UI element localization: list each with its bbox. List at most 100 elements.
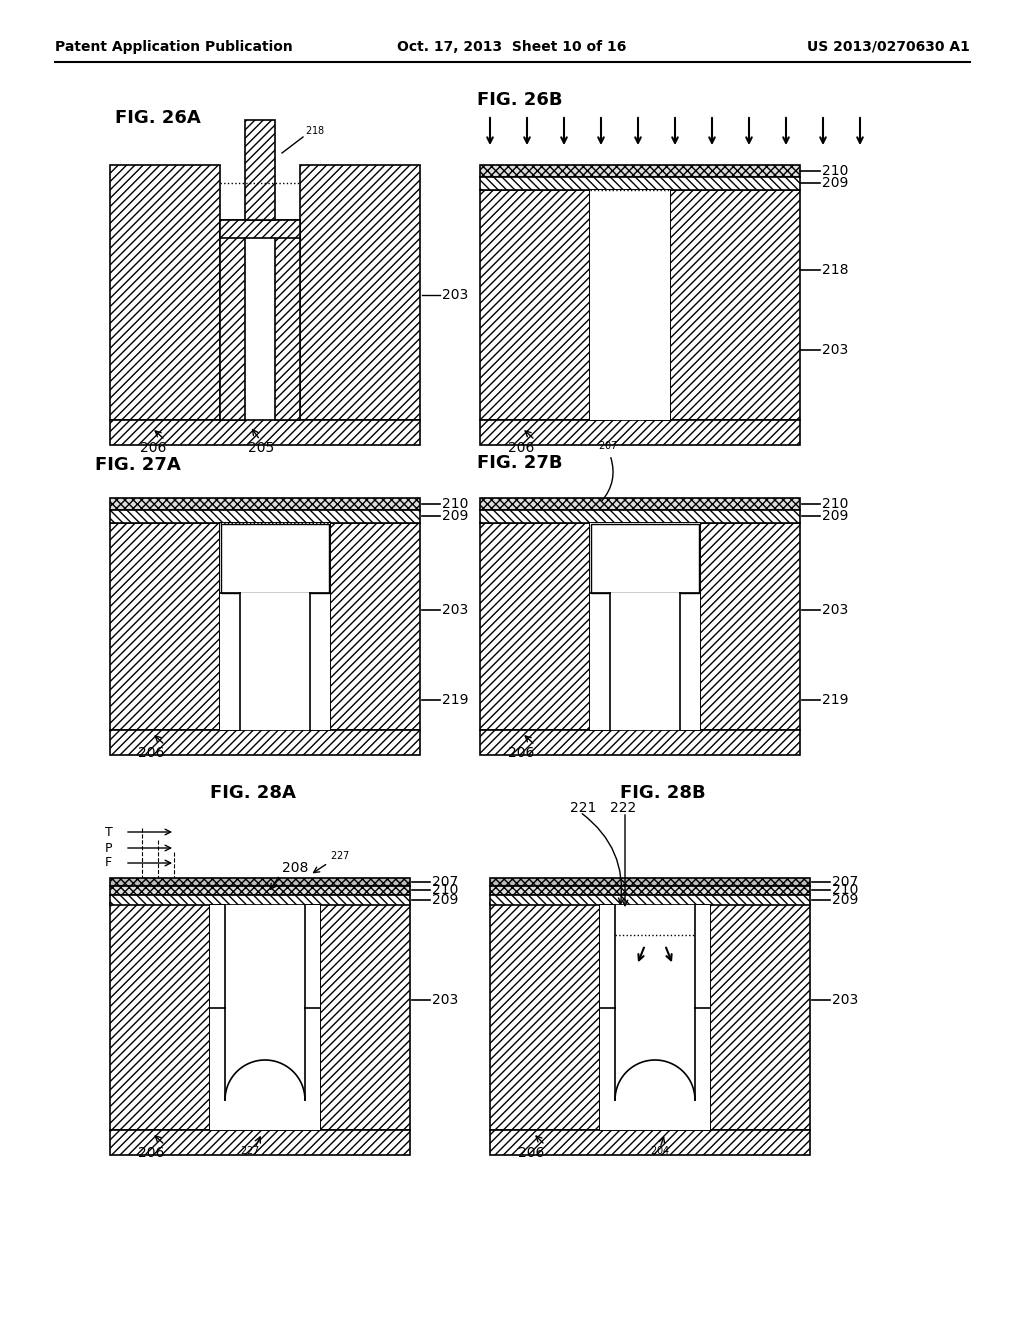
- Bar: [590, 523, 700, 593]
- Bar: [480, 190, 590, 420]
- Text: 203: 203: [831, 993, 858, 1007]
- Text: FIG. 27B: FIG. 27B: [477, 454, 562, 473]
- Bar: [590, 190, 670, 420]
- Bar: [210, 906, 319, 1130]
- Bar: [221, 524, 329, 593]
- Bar: [480, 177, 800, 190]
- Bar: [700, 523, 800, 730]
- Text: 203: 203: [432, 993, 459, 1007]
- Bar: [275, 220, 300, 420]
- Text: $^{227}$: $^{227}$: [330, 851, 350, 865]
- Bar: [590, 593, 610, 730]
- Text: 209: 209: [831, 894, 858, 907]
- Text: 210: 210: [822, 164, 848, 178]
- Text: 207: 207: [432, 875, 459, 888]
- Bar: [480, 730, 800, 755]
- Text: 209: 209: [442, 510, 468, 523]
- Bar: [590, 523, 700, 730]
- Bar: [645, 190, 670, 420]
- Text: $^{204}$: $^{204}$: [650, 1146, 670, 1160]
- Bar: [480, 420, 800, 445]
- Bar: [490, 878, 810, 886]
- Bar: [591, 524, 699, 593]
- Bar: [110, 886, 410, 895]
- Text: P: P: [105, 842, 113, 854]
- Text: 210: 210: [442, 498, 468, 511]
- Bar: [110, 878, 410, 886]
- Text: F: F: [105, 857, 112, 870]
- Text: 203: 203: [442, 288, 468, 302]
- Text: 206: 206: [518, 1146, 545, 1160]
- Bar: [590, 190, 615, 420]
- Bar: [210, 1008, 319, 1130]
- Bar: [220, 220, 300, 238]
- Bar: [680, 593, 700, 730]
- Bar: [110, 523, 220, 730]
- Bar: [670, 190, 800, 420]
- Bar: [220, 523, 330, 730]
- Text: FIG. 26A: FIG. 26A: [115, 110, 201, 127]
- Text: 206: 206: [508, 441, 535, 455]
- Text: 219: 219: [442, 693, 469, 708]
- Bar: [220, 220, 245, 420]
- Text: 218: 218: [822, 263, 849, 277]
- Text: $^{218}$: $^{218}$: [305, 125, 325, 140]
- Text: 219: 219: [822, 693, 849, 708]
- Text: US 2013/0270630 A1: US 2013/0270630 A1: [807, 40, 970, 54]
- Bar: [245, 120, 275, 220]
- Bar: [710, 903, 810, 1130]
- Text: $^{207}$: $^{207}$: [598, 441, 617, 455]
- Text: $^{227}$: $^{227}$: [240, 1146, 260, 1160]
- Text: T: T: [105, 825, 113, 838]
- Text: 209: 209: [432, 894, 459, 907]
- Text: FIG. 27A: FIG. 27A: [95, 455, 181, 474]
- Bar: [600, 1008, 710, 1130]
- Bar: [110, 903, 210, 1130]
- Text: 206: 206: [138, 746, 165, 760]
- Text: 203: 203: [822, 343, 848, 356]
- Text: Oct. 17, 2013  Sheet 10 of 16: Oct. 17, 2013 Sheet 10 of 16: [397, 40, 627, 54]
- Text: 206: 206: [140, 441, 166, 455]
- Text: 203: 203: [442, 603, 468, 616]
- Bar: [490, 1130, 810, 1155]
- Text: 206: 206: [138, 1146, 165, 1160]
- Bar: [490, 886, 810, 895]
- Text: 209: 209: [822, 510, 848, 523]
- Text: 209: 209: [822, 176, 848, 190]
- Text: Patent Application Publication: Patent Application Publication: [55, 40, 293, 54]
- Bar: [240, 593, 310, 730]
- Text: 210: 210: [822, 498, 848, 511]
- Text: FIG. 28B: FIG. 28B: [620, 784, 706, 803]
- Bar: [480, 165, 800, 177]
- Bar: [110, 165, 220, 420]
- Bar: [480, 498, 800, 510]
- Text: 205: 205: [248, 441, 274, 455]
- Bar: [110, 498, 420, 510]
- Bar: [600, 906, 710, 1130]
- Bar: [480, 510, 800, 523]
- Bar: [615, 190, 645, 389]
- Text: FIG. 28A: FIG. 28A: [210, 784, 296, 803]
- Bar: [300, 165, 420, 420]
- Text: 210: 210: [831, 883, 858, 898]
- Bar: [110, 510, 420, 523]
- Bar: [319, 903, 410, 1130]
- Text: 210: 210: [432, 883, 459, 898]
- Bar: [600, 906, 615, 1008]
- Bar: [490, 903, 600, 1130]
- Bar: [310, 593, 330, 730]
- Bar: [610, 593, 680, 730]
- Bar: [220, 593, 240, 730]
- Text: 207: 207: [831, 875, 858, 888]
- Bar: [305, 906, 319, 1008]
- Text: 208: 208: [282, 861, 308, 875]
- Bar: [225, 1008, 305, 1100]
- Bar: [110, 1130, 410, 1155]
- Text: 203: 203: [822, 603, 848, 616]
- Bar: [615, 1008, 695, 1100]
- Bar: [695, 906, 710, 1008]
- Bar: [480, 523, 590, 730]
- Bar: [490, 895, 810, 906]
- Bar: [210, 906, 225, 1008]
- Text: 221: 221: [570, 801, 596, 814]
